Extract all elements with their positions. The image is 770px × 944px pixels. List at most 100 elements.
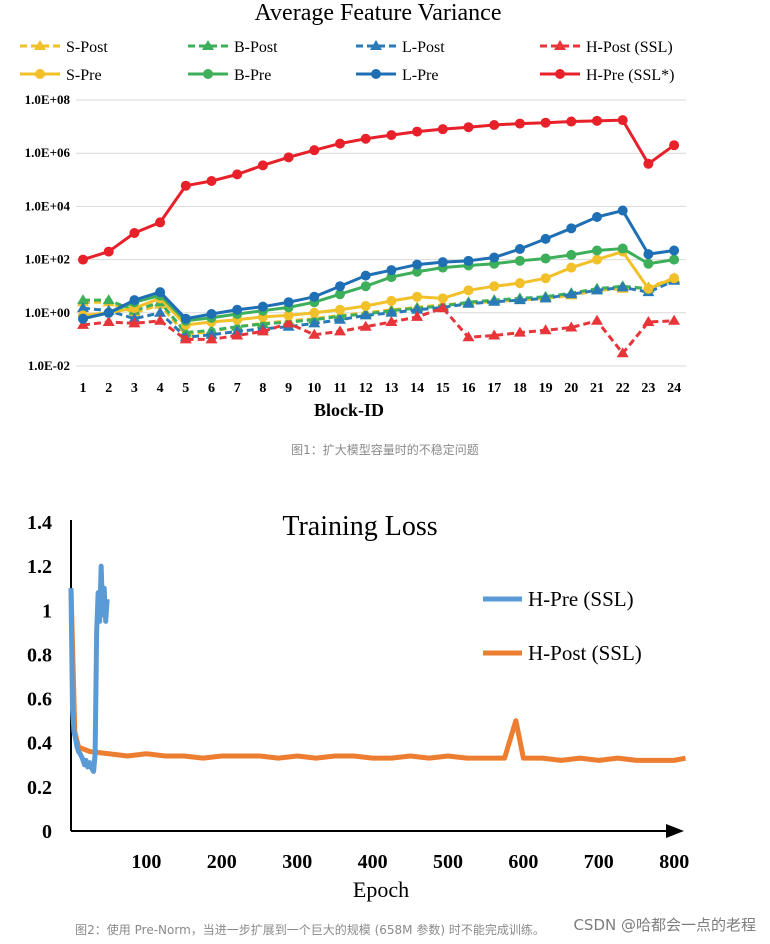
data-point [360,281,371,292]
x-tick-label: 1 [80,381,87,396]
chart-series [68,563,686,774]
x-tick-label: 6 [208,381,215,396]
data-point [334,313,346,324]
data-point [180,313,191,324]
data-point [386,272,397,283]
legend-label: B-Post [234,39,278,56]
x-tick-label: 9 [285,381,292,396]
data-point [231,329,244,340]
chart-title: Average Feature Variance [255,0,502,26]
data-point [102,294,115,305]
data-point [335,289,345,300]
data-point [669,140,680,151]
series-h-post-ssl [77,302,681,358]
x-axis-ticks: 100 200 300 400 500 600 700 800 [131,851,689,873]
y-tick-label: 0 [42,821,52,843]
legend-item: B-Post [188,39,278,56]
x-tick-label: 12 [359,381,373,396]
data-point [308,328,321,339]
chart-legend: S-Post B-Post L-Post H-Post (SSL) S-Pre B-Pre… [20,39,674,84]
legend-label: S-Post [66,39,108,56]
data-point [78,313,88,324]
data-point [335,138,345,149]
y-tick-label: 1.0E+02 [25,252,70,267]
data-point [77,318,89,329]
x-tick-label: 3 [131,381,138,396]
data-point [565,288,578,299]
x-tick-label: 500 [433,851,463,873]
data-point [514,278,525,289]
data-point [257,301,268,312]
x-tick-label: 600 [508,851,538,873]
data-point [617,115,628,126]
x-tick-label: 21 [590,381,604,396]
x-axis-arrow [666,824,684,838]
legend-marker [555,69,565,79]
x-tick-label: 23 [641,381,655,396]
data-point [77,294,89,305]
data-point [489,252,500,263]
data-point [643,258,654,269]
data-point [309,145,320,156]
data-point [462,297,475,308]
y-tick-label: 1.2 [27,556,52,578]
y-tick-label: 1.0E+08 [25,92,71,107]
x-tick-label: 15 [436,381,450,396]
legend-item: S-Pre [20,67,102,84]
legend-label: L-Pre [402,67,438,84]
data-point [437,124,448,135]
series-l-pre [78,205,680,324]
x-tick-label: 5 [182,381,189,396]
legend-item: H-Pre (SSL) [483,587,634,611]
x-tick-label: 13 [384,381,398,396]
x-axis-label: Block-ID [314,400,384,420]
y-tick-label: 0.2 [27,777,52,799]
data-point [412,266,423,277]
data-point [540,273,551,284]
data-point [103,307,114,318]
data-point [514,244,525,255]
data-point [180,180,191,191]
data-point [412,291,423,302]
legend-item: H-Post (SSL) [483,641,642,665]
data-point [643,249,654,260]
x-tick-label: 11 [333,381,346,396]
series-h-post-ssl [68,588,686,763]
data-point [540,117,551,128]
x-tick-label: 22 [616,381,630,396]
data-point [335,281,345,292]
y-tick-label: 1.0E-02 [28,358,70,373]
x-tick-label: 300 [282,851,312,873]
data-point [232,169,243,180]
data-point [411,303,424,314]
legend-item: L-Post [356,39,445,56]
data-point [566,262,577,273]
chart-title: Training Loss [282,511,437,542]
x-tick-label: 2 [105,381,112,396]
data-point [206,176,217,187]
x-tick-label: 18 [513,381,527,396]
x-tick-label: 24 [667,381,681,396]
data-point [205,333,218,344]
x-tick-label: 7 [234,381,241,396]
data-point [412,259,423,270]
data-point [616,347,629,358]
data-point [282,317,295,328]
data-point [129,228,140,238]
x-tick-label: 4 [157,381,164,396]
data-point [642,316,655,327]
x-tick-label: 16 [462,381,476,396]
data-point [77,302,89,313]
data-point [437,257,448,268]
x-tick-label: 17 [487,381,501,396]
data-point [386,295,397,306]
data-point [566,249,577,260]
data-point [360,270,371,281]
data-point [489,281,500,292]
y-tick-label: 1 [42,600,52,622]
data-point [309,291,320,302]
legend-item: H-Post (SSL) [540,39,673,56]
data-point [283,297,294,308]
legend-label: H-Post (SSL) [528,641,642,665]
x-tick-label: 700 [584,851,614,873]
